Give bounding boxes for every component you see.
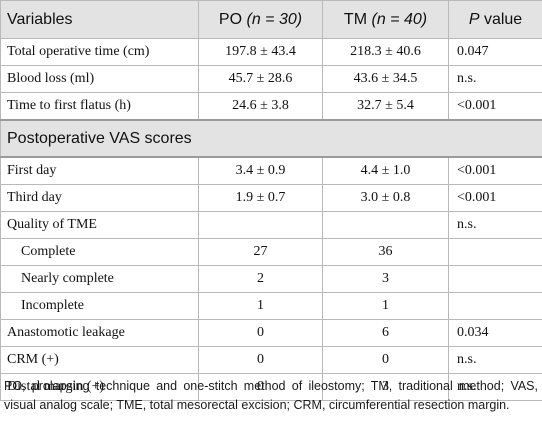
table-row: Total operative time (cm) 197.8 ± 43.4 2… (0, 38, 542, 66)
row-p: <0.001 (448, 156, 542, 185)
table-row: Blood loss (ml) 45.7 ± 28.6 43.6 ± 34.5 … (0, 65, 542, 93)
section-title: Postoperative VAS scores (0, 119, 542, 158)
row-po: 1 (198, 292, 323, 320)
table-row: Distal margin (+) 0 3 n.s. (0, 373, 542, 401)
row-label: First day (0, 156, 199, 185)
table-row: Anastomotic leakage 0 6 0.034 (0, 319, 542, 347)
row-tm: 36 (322, 238, 449, 266)
row-tm: 218.3 ± 40.6 (322, 38, 449, 66)
row-po: 45.7 ± 28.6 (198, 65, 323, 93)
table-header-row: Variables PO (n = 30) TM (n = 40) P valu… (0, 0, 542, 39)
row-label: Complete (0, 238, 199, 266)
row-tm: 43.6 ± 34.5 (322, 65, 449, 93)
row-label: Distal margin (+) (0, 373, 199, 401)
row-label: Quality of TME (0, 211, 199, 239)
row-p: 0.034 (448, 319, 542, 347)
row-label: Nearly complete (0, 265, 199, 293)
header-tm-label: TM (343, 10, 368, 28)
table-footnote: PO, prolapsing technique and one-stitch … (4, 379, 538, 412)
table-row: Incomplete 1 1 (0, 292, 542, 320)
row-po: 27 (198, 238, 323, 266)
header-tm: TM (n = 40) (322, 0, 449, 39)
row-po: 3.4 ± 0.9 (198, 156, 323, 185)
row-label: Total operative time (cm) (0, 38, 199, 66)
table-row: CRM (+) 0 0 n.s. (0, 346, 542, 374)
row-label: Blood loss (ml) (0, 65, 199, 93)
table-row: Third day 1.9 ± 0.7 3.0 ± 0.8 <0.001 (0, 184, 542, 212)
row-po: 1.9 ± 0.7 (198, 184, 323, 212)
row-po: 0 (198, 346, 323, 374)
row-po: 24.6 ± 3.8 (198, 92, 323, 121)
header-po-label: PO (218, 10, 243, 28)
row-p: n.s. (448, 65, 542, 93)
row-p: <0.001 (448, 184, 542, 212)
header-po-n: (n = 30) (246, 10, 303, 28)
table-row: Quality of TME n.s. (0, 211, 542, 239)
row-tm: 3 (322, 265, 449, 293)
row-po: 0 (198, 373, 323, 401)
header-po: PO (n = 30) (198, 0, 323, 39)
header-variables: Variables (0, 0, 199, 39)
row-po: 2 (198, 265, 323, 293)
row-label: Third day (0, 184, 199, 212)
row-p: n.s. (448, 211, 542, 239)
row-tm: 1 (322, 292, 449, 320)
row-label: Time to first flatus (h) (0, 92, 199, 121)
header-p-rest: value (483, 10, 523, 28)
row-tm: 0 (322, 346, 449, 374)
row-p (448, 238, 542, 266)
row-p (448, 265, 542, 293)
row-po: 197.8 ± 43.4 (198, 38, 323, 66)
row-label: Incomplete (0, 292, 199, 320)
results-table: Variables PO (n = 30) TM (n = 40) P valu… (0, 0, 542, 401)
table-row: Time to first flatus (h) 24.6 ± 3.8 32.7… (0, 92, 542, 121)
section-header-vas: Postoperative VAS scores (0, 119, 542, 158)
row-tm: 3.0 ± 0.8 (322, 184, 449, 212)
row-p: 0.047 (448, 38, 542, 66)
row-tm (322, 211, 449, 239)
row-tm: 4.4 ± 1.0 (322, 156, 449, 185)
row-p: <0.001 (448, 92, 542, 121)
row-tm: 32.7 ± 5.4 (322, 92, 449, 121)
row-p: n.s. (448, 346, 542, 374)
table-row: Nearly complete 2 3 (0, 265, 542, 293)
row-label: Anastomotic leakage (0, 319, 199, 347)
header-tm-n: (n = 40) (371, 10, 428, 28)
table-row: Complete 27 36 (0, 238, 542, 266)
row-p: n.s. (448, 373, 542, 401)
header-p-letter: P (468, 10, 480, 28)
row-p (448, 292, 542, 320)
row-tm: 6 (322, 319, 449, 347)
row-label: CRM (+) (0, 346, 199, 374)
header-p-value: P value (448, 0, 542, 39)
row-po: 0 (198, 319, 323, 347)
table-row: First day 3.4 ± 0.9 4.4 ± 1.0 <0.001 (0, 156, 542, 185)
row-po (198, 211, 323, 239)
